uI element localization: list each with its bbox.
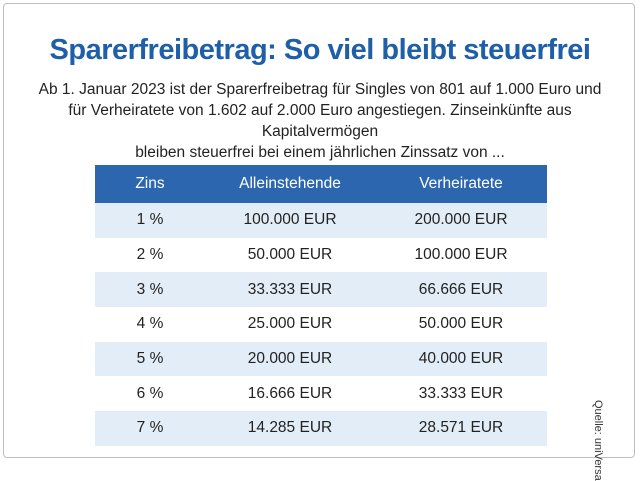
table-header: Zins Alleinstehende Verheiratete (95, 165, 547, 203)
column-header-zins: Zins (135, 175, 165, 192)
table-row: 3 % 33.333 EUR 66.666 EUR (95, 272, 547, 308)
cell-zins: 6 % (136, 384, 164, 402)
source-credit: Quelle: uniVersa (592, 400, 604, 481)
cell-verheiratete: 100.000 EUR (414, 246, 508, 264)
infographic-frame (3, 3, 635, 458)
table-row: 5 % 20.000 EUR 40.000 EUR (95, 341, 547, 377)
cell-verheiratete: 50.000 EUR (418, 315, 504, 333)
column-header-verheiratete: Verheiratete (419, 175, 503, 192)
cell-verheiratete: 33.333 EUR (418, 384, 504, 402)
cell-alleinstehende: 25.000 EUR (247, 315, 333, 333)
column-header-alleinstehende: Alleinstehende (239, 175, 341, 192)
table-row: 7 % 14.285 EUR 28.571 EUR (95, 411, 547, 446)
cell-alleinstehende: 50.000 EUR (247, 246, 333, 264)
intro-line: Ab 1. Januar 2023 ist der Sparerfreibetr… (38, 81, 602, 98)
intro-text: Ab 1. Januar 2023 ist der Sparerfreibetr… (30, 79, 610, 163)
cell-zins: 7 % (136, 419, 164, 437)
cell-verheiratete: 40.000 EUR (418, 350, 504, 368)
cell-alleinstehende: 16.666 EUR (247, 384, 333, 402)
cell-zins: 4 % (136, 315, 164, 333)
intro-line: für Verheiratete von 1.602 auf 2.000 Eur… (68, 102, 572, 140)
cell-verheiratete: 200.000 EUR (414, 211, 508, 229)
cell-zins: 5 % (136, 350, 164, 368)
cell-alleinstehende: 100.000 EUR (243, 211, 337, 229)
intro-line: bleiben steuerfrei bei einem jährlichen … (135, 144, 505, 161)
cell-alleinstehende: 14.285 EUR (247, 419, 333, 437)
table-row: 6 % 16.666 EUR 33.333 EUR (95, 376, 547, 411)
cell-verheiratete: 66.666 EUR (418, 280, 504, 298)
cell-alleinstehende: 20.000 EUR (247, 350, 333, 368)
table-body: 1 % 100.000 EUR 200.000 EUR 2 % 50.000 EUR 10… (95, 203, 547, 446)
table-row: 2 % 50.000 EUR 100.000 EUR (95, 238, 547, 273)
cell-alleinstehende: 33.333 EUR (247, 280, 333, 298)
cell-zins: 3 % (136, 280, 164, 298)
cell-zins: 2 % (136, 246, 164, 264)
cell-verheiratete: 28.571 EUR (418, 419, 504, 437)
infographic-title: Sparerfreibetrag: So viel bleibt steuerf… (49, 34, 591, 66)
table-row: 1 % 100.000 EUR 200.000 EUR (95, 203, 547, 238)
cell-zins: 1 % (136, 211, 164, 229)
table-row: 4 % 25.000 EUR 50.000 EUR (95, 307, 547, 342)
data-table: Zins Alleinstehende Verheiratete 1 % 100.… (95, 165, 547, 446)
